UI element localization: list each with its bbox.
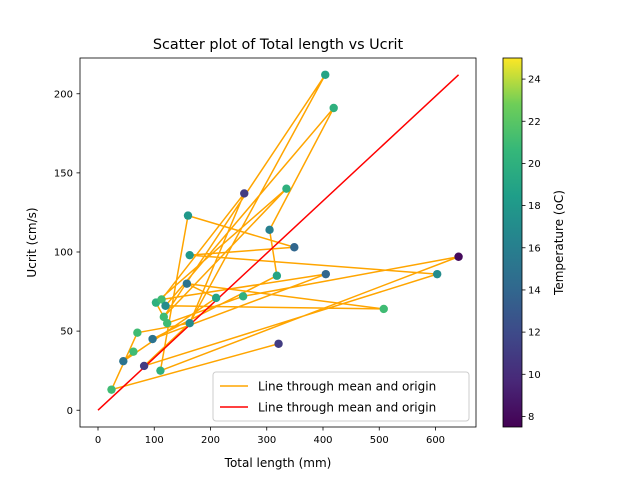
data-point — [274, 339, 283, 348]
data-point — [211, 293, 221, 303]
colorbar-tick-label: 22 — [528, 117, 541, 128]
x-tick-label: 100 — [145, 435, 164, 446]
legend: Line through mean and origin Line throug… — [212, 371, 470, 422]
chart-title: Scatter plot of Total length vs Ucrit — [153, 37, 404, 53]
data-point — [282, 184, 291, 193]
colorbar-tick-label: 20 — [528, 159, 541, 170]
data-point — [272, 271, 282, 280]
data-point — [238, 292, 248, 301]
colorbar-tick-label: 10 — [528, 370, 541, 381]
colorbar-tick-label: 8 — [528, 412, 534, 423]
x-tick-label: 400 — [313, 435, 332, 446]
data-point — [148, 334, 157, 344]
x-axis-ticks: 0 100 200 300 400 500 600 — [95, 427, 445, 446]
data-point — [379, 304, 388, 314]
y-tick-label: 150 — [54, 168, 73, 179]
data-point — [454, 252, 463, 261]
data-point — [107, 385, 116, 394]
legend-red-label: Line through mean and origin — [258, 401, 436, 415]
plot-frame — [79, 57, 477, 428]
data-point — [119, 356, 128, 366]
data-point — [265, 225, 274, 235]
data-point — [321, 70, 330, 79]
x-tick-label: 200 — [201, 435, 220, 446]
y-tick-label: 50 — [60, 327, 73, 338]
data-point — [157, 295, 166, 304]
x-tick-label: 300 — [257, 435, 276, 446]
data-point — [139, 361, 149, 371]
data-point — [182, 279, 192, 288]
data-point — [183, 211, 193, 220]
y-tick-label: 100 — [54, 248, 73, 259]
data-point — [159, 312, 169, 322]
colorbar-tick-label: 24 — [528, 75, 541, 86]
colorbar-tick-label: 18 — [528, 201, 541, 212]
data-point — [156, 366, 165, 375]
y-tick-label: 0 — [67, 406, 73, 417]
data-point — [129, 347, 138, 356]
legend-orange-label: Line through mean and origin — [258, 380, 436, 394]
data-point — [133, 328, 142, 337]
data-point — [329, 103, 338, 113]
data-point — [185, 250, 194, 260]
series-line-red — [97, 74, 460, 411]
data-point — [162, 318, 172, 328]
series-line-orange — [110, 74, 460, 391]
x-axis-label: Total length (mm) — [224, 456, 332, 470]
data-point — [185, 318, 194, 328]
colorbar: 8 10 12 14 16 18 20 22 24 Temperature (oC) — [502, 57, 566, 428]
plot-lines — [97, 74, 460, 411]
x-tick-label: 500 — [370, 435, 389, 446]
colorbar-label: Temperature (oC) — [552, 190, 566, 296]
x-tick-label: 600 — [426, 435, 445, 446]
colorbar-ticks: 8 10 12 14 16 18 20 22 24 — [522, 75, 541, 423]
legend-box — [212, 371, 470, 422]
data-point — [161, 301, 170, 310]
colorbar-tick-label: 14 — [528, 286, 541, 297]
y-axis-ticks: 0 50 100 150 200 — [54, 89, 80, 417]
data-point — [432, 269, 442, 279]
y-axis-label: Ucrit (cm/s) — [25, 207, 39, 277]
data-point — [290, 243, 299, 252]
y-tick-label: 200 — [54, 89, 73, 100]
colorbar-frame — [502, 57, 523, 428]
colorbar-tick-label: 16 — [528, 243, 541, 254]
x-tick-label: 0 — [95, 435, 101, 446]
data-point — [321, 269, 331, 279]
colorbar-tick-label: 12 — [528, 328, 541, 339]
data-point — [240, 189, 249, 198]
colorbar-gradient — [503, 58, 522, 427]
plot-points — [107, 70, 463, 394]
